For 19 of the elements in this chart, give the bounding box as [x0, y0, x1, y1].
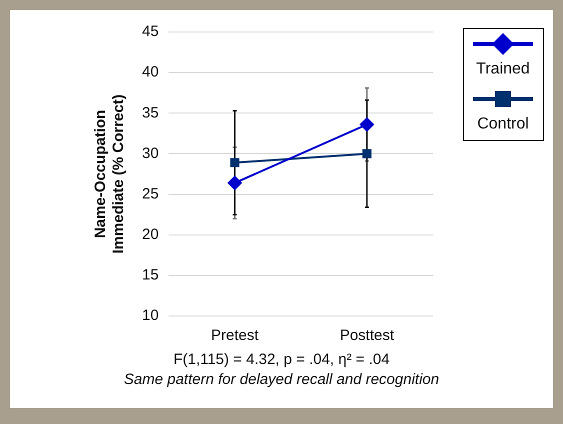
y-tick-label: 10 [142, 307, 159, 324]
text: Same pattern for delayed recall and recognition [122, 370, 440, 390]
y-tick-label: 45 [142, 23, 159, 40]
y-tick-label: 40 [142, 64, 159, 81]
x-tick-label: Posttest [340, 327, 395, 344]
y-tick-label: 35 [142, 104, 159, 122]
point [362, 149, 372, 158]
legend-label: Control [477, 115, 529, 132]
x-tick-label: Pretest [211, 327, 260, 344]
legend-label: Trained [476, 60, 530, 78]
y-tick-label: 30 [142, 144, 159, 162]
y-axis-title: Name-Occupation Immediate (% Correct) [92, 94, 128, 254]
point [228, 176, 242, 190]
y-tick-label: 25 [142, 185, 159, 202]
text: F(1,115) = 4.32, p = .04, η² = .04 [172, 350, 391, 370]
y-tick-label: 20 [142, 226, 159, 243]
point [230, 158, 240, 168]
y-tick-label: 15 [142, 266, 159, 284]
point [360, 118, 374, 132]
